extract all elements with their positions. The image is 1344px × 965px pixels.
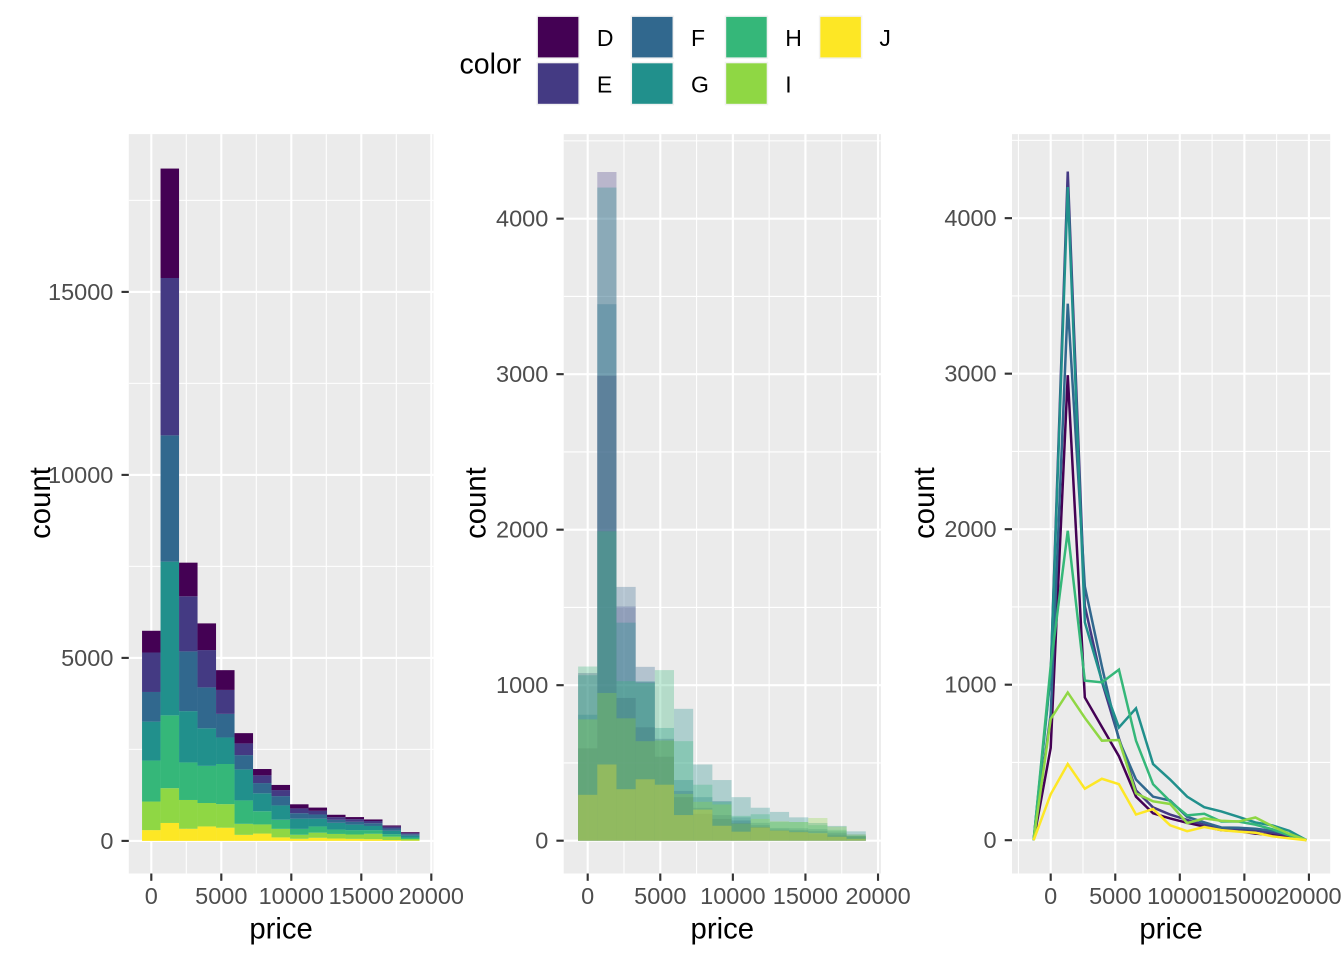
svg-text:4000: 4000 (944, 205, 996, 231)
svg-text:5000: 5000 (1089, 883, 1141, 909)
svg-text:20000: 20000 (1276, 883, 1341, 909)
svg-text:J: J (879, 25, 891, 51)
svg-text:20000: 20000 (845, 883, 910, 909)
svg-text:5000: 5000 (61, 645, 113, 671)
svg-text:2000: 2000 (944, 516, 996, 542)
svg-text:H: H (785, 25, 802, 51)
svg-text:0: 0 (100, 828, 113, 854)
svg-text:15000: 15000 (1212, 883, 1277, 909)
svg-text:20000: 20000 (399, 883, 464, 909)
svg-text:0: 0 (581, 883, 594, 909)
svg-text:3000: 3000 (496, 361, 548, 387)
svg-text:price: price (249, 912, 313, 945)
svg-text:D: D (597, 25, 614, 51)
svg-text:count: count (24, 467, 57, 539)
svg-text:F: F (691, 25, 705, 51)
svg-text:price: price (1139, 912, 1203, 945)
svg-text:0: 0 (1044, 883, 1057, 909)
svg-text:count: count (908, 467, 941, 539)
svg-text:3000: 3000 (944, 361, 996, 387)
svg-text:G: G (691, 72, 709, 98)
svg-text:5000: 5000 (195, 883, 247, 909)
svg-text:15000: 15000 (329, 883, 394, 909)
svg-text:1000: 1000 (944, 672, 996, 698)
svg-text:0: 0 (145, 883, 158, 909)
svg-text:2000: 2000 (496, 517, 548, 543)
svg-text:4000: 4000 (496, 206, 548, 232)
svg-text:E: E (597, 72, 612, 98)
svg-text:10000: 10000 (259, 883, 324, 909)
svg-text:15000: 15000 (48, 279, 113, 305)
svg-text:count: count (460, 467, 493, 539)
svg-text:5000: 5000 (634, 883, 686, 909)
svg-text:1000: 1000 (496, 672, 548, 698)
svg-text:color: color (460, 49, 522, 81)
svg-text:price: price (691, 912, 755, 945)
svg-text:10000: 10000 (48, 462, 113, 488)
svg-text:0: 0 (535, 828, 548, 854)
svg-text:0: 0 (984, 827, 997, 853)
svg-text:I: I (785, 72, 791, 98)
svg-text:15000: 15000 (773, 883, 838, 909)
svg-text:10000: 10000 (1147, 883, 1212, 909)
svg-text:10000: 10000 (700, 883, 765, 909)
